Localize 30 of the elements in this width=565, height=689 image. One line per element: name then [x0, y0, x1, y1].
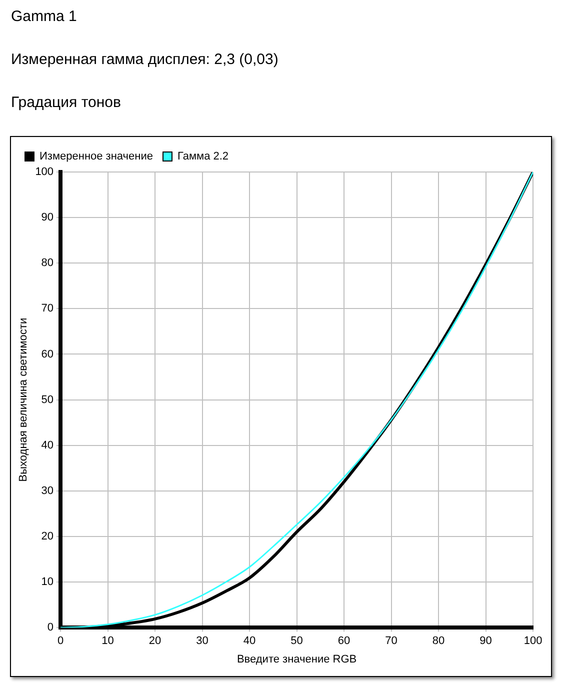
line-series: [60, 172, 533, 628]
y-axis-title: Выходная величина светимости: [18, 318, 30, 482]
y-tick-label: 80: [41, 257, 54, 270]
x-tick-label: 90: [480, 635, 492, 648]
y-tick-label: 30: [41, 484, 54, 497]
x-tick-label: 100: [524, 635, 542, 648]
chart-title: Gamma 1: [11, 8, 77, 25]
legend-label: Измеренное значение: [40, 150, 153, 163]
x-tick-label: 20: [148, 635, 162, 648]
y-tick-label: 70: [41, 302, 54, 315]
x-tick-label: 10: [102, 635, 114, 648]
x-tick-label: 80: [432, 635, 445, 648]
text: Градация тонов: [11, 94, 121, 111]
y-tick-label: 60: [41, 348, 54, 360]
y-tick-label: 40: [41, 439, 54, 452]
x-tick-label: 0: [57, 635, 64, 648]
x-tick-label: 40: [243, 635, 256, 648]
y-tick-label: 10: [41, 576, 54, 588]
x-tick-label: 30: [196, 635, 208, 648]
x-tick-label: 50: [290, 635, 303, 648]
x-tick-label: 60: [338, 635, 350, 648]
y-tick-label: 100: [35, 166, 54, 178]
x-tick-label: 70: [385, 635, 398, 648]
y-tick-label: 50: [41, 394, 54, 406]
y-tick-label: 0: [47, 622, 54, 634]
x-axis-title: Введите значение RGB: [236, 653, 357, 666]
chart-subtitle: Измеренная гамма дисплея: 2,3 (0,03): [11, 51, 278, 68]
y-tick-label: 90: [41, 212, 54, 224]
y-tick-label: 20: [41, 530, 54, 543]
legend-label: Гамма 2.2: [177, 150, 229, 163]
